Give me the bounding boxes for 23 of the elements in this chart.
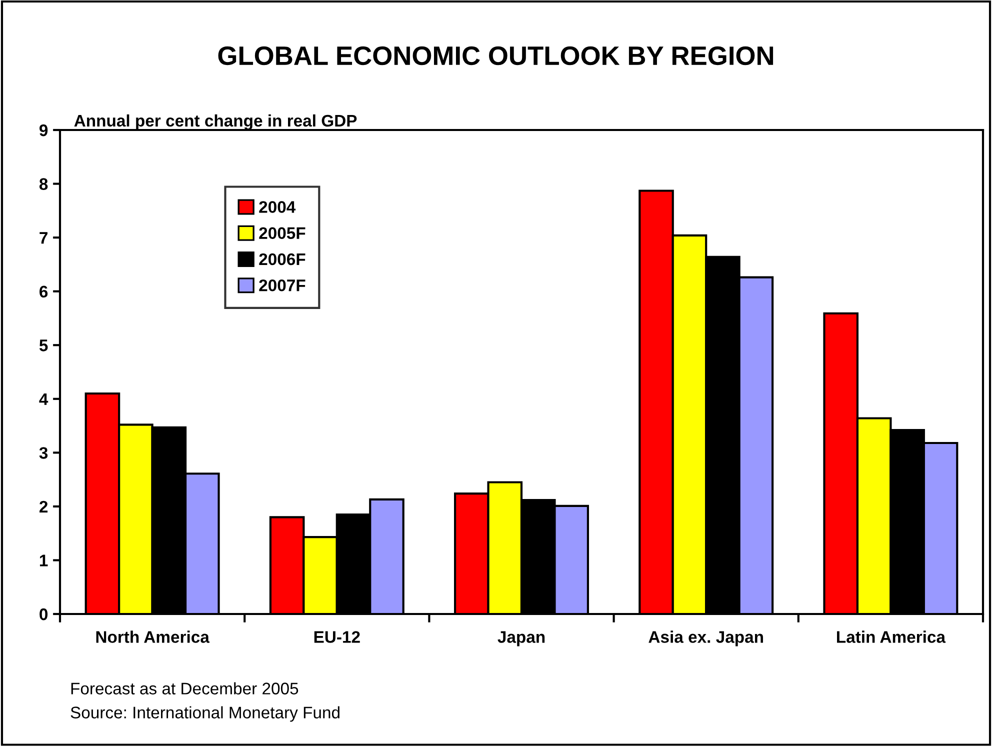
legend-label: 2007F xyxy=(259,279,306,292)
text: Forecast as at December 2005 xyxy=(71,682,298,694)
y-tick-label: 7 xyxy=(40,232,48,244)
source-note: Source: International Monetary Fund xyxy=(70,706,340,722)
legend-label: 2004 xyxy=(259,201,296,213)
y-tick-label: 9 xyxy=(40,124,48,136)
legend-label: 2005F xyxy=(259,227,306,240)
y-tick-label: 5 xyxy=(39,340,48,352)
x-tick-label: Japan xyxy=(498,631,545,646)
x-tick-label: EU-12 xyxy=(314,631,360,643)
y-tick-label: 1 xyxy=(40,554,48,566)
y-tick-label: 8 xyxy=(39,178,48,190)
x-tick-label: Asia ex. Japan xyxy=(648,630,763,646)
x-tick-label: Latin America xyxy=(837,630,946,643)
y-tick-label: 2 xyxy=(40,500,48,512)
y-tick-label: 6 xyxy=(40,286,48,298)
y-axis-title: Annual per cent change in real GDP xyxy=(74,114,357,130)
y-tick-label: 0 xyxy=(40,608,48,620)
legend-label: 2006F xyxy=(259,253,306,266)
y-tick-label: 4 xyxy=(39,393,48,405)
x-tick-label: North America xyxy=(96,630,210,643)
chart-title: GLOBAL ECONOMIC OUTLOOK BY REGION xyxy=(218,46,774,66)
y-tick-label: 3 xyxy=(39,447,48,459)
